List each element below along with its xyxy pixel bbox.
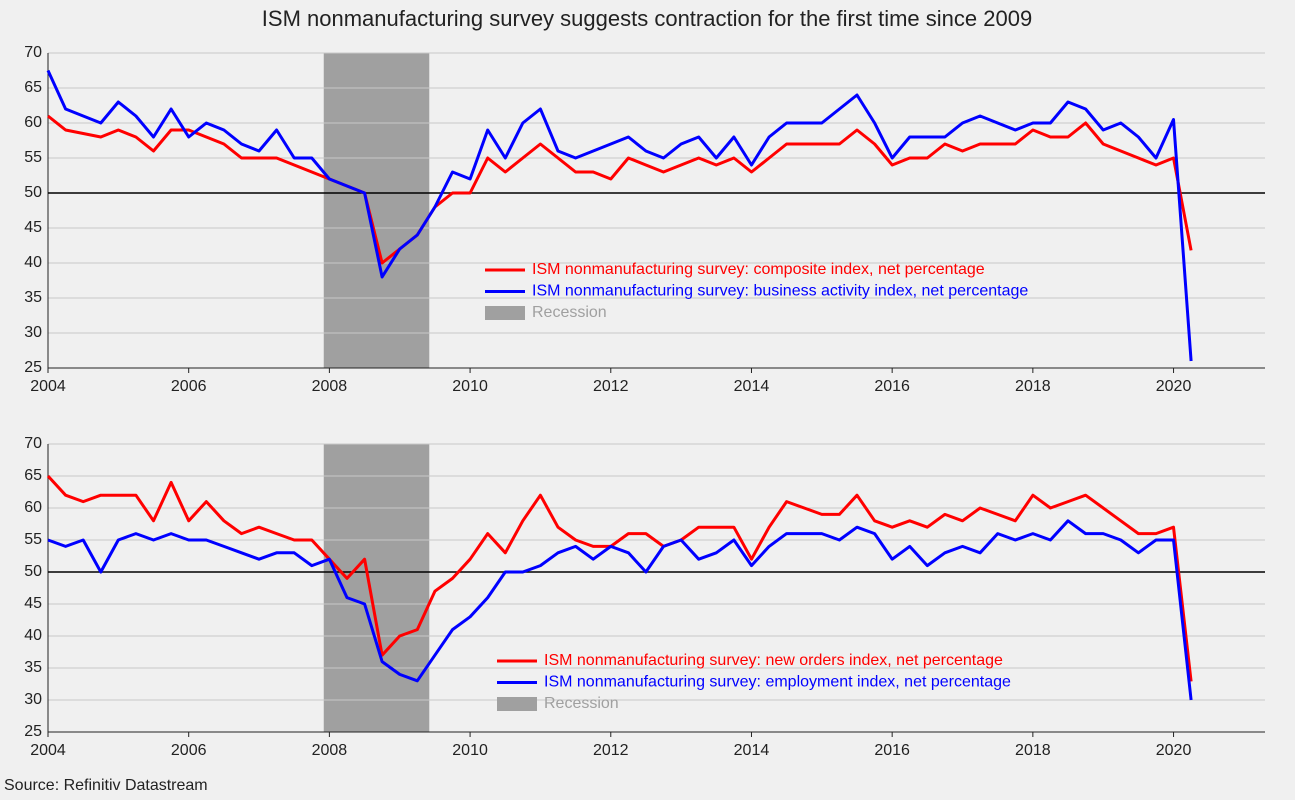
source-note: Source: Refinitiv Datastream: [4, 777, 208, 794]
chart-title: ISM nonmanufacturing survey suggests con…: [262, 6, 1032, 31]
y-tick-label: 30: [24, 691, 42, 708]
legend-swatch: [497, 697, 537, 711]
y-tick-label: 30: [24, 324, 42, 341]
legend-label: ISM nonmanufacturing survey: employment …: [544, 674, 1011, 691]
y-tick-label: 60: [24, 114, 42, 131]
recession-band: [323, 53, 430, 368]
y-tick-label: 70: [24, 44, 42, 61]
series-line: [46, 69, 1193, 362]
legend-swatch: [485, 306, 525, 320]
x-tick-label: 2014: [734, 378, 770, 395]
legend-label: ISM nonmanufacturing survey: new orders …: [544, 652, 1003, 669]
y-tick-label: 40: [24, 627, 42, 644]
y-tick-label: 50: [24, 184, 42, 201]
recession-band: [323, 444, 430, 732]
y-tick-label: 45: [24, 595, 42, 612]
x-tick-label: 2004: [30, 742, 66, 759]
x-tick-label: 2018: [1015, 742, 1051, 759]
series-line: [47, 114, 1193, 265]
legend-label: ISM nonmanufacturing survey: composite i…: [532, 261, 985, 278]
x-tick-label: 2012: [593, 378, 629, 395]
y-tick-label: 40: [24, 254, 42, 271]
y-tick-label: 35: [24, 659, 42, 676]
legend-label: Recession: [532, 304, 607, 321]
legend-label: ISM nonmanufacturing survey: business ac…: [532, 283, 1028, 300]
y-tick-label: 35: [24, 289, 42, 306]
x-tick-label: 2008: [312, 742, 348, 759]
x-tick-label: 2008: [312, 378, 348, 395]
y-tick-label: 45: [24, 219, 42, 236]
y-tick-label: 60: [24, 499, 42, 516]
y-tick-label: 70: [24, 435, 42, 452]
x-tick-label: 2016: [874, 378, 910, 395]
x-tick-label: 2012: [593, 742, 629, 759]
x-tick-label: 2010: [452, 742, 488, 759]
x-tick-label: 2018: [1015, 378, 1051, 395]
legend-label: Recession: [544, 695, 619, 712]
x-tick-label: 2016: [874, 742, 910, 759]
y-tick-label: 55: [24, 531, 42, 548]
y-tick-label: 65: [24, 79, 42, 96]
y-tick-label: 50: [24, 563, 42, 580]
series-line: [47, 519, 1193, 701]
x-tick-label: 2006: [171, 742, 207, 759]
x-tick-label: 2020: [1156, 742, 1192, 759]
y-tick-label: 65: [24, 467, 42, 484]
series-line: [46, 474, 1193, 682]
x-tick-label: 2006: [171, 378, 207, 395]
x-tick-label: 2020: [1156, 378, 1192, 395]
x-tick-label: 2004: [30, 378, 66, 395]
y-tick-label: 25: [24, 723, 42, 740]
x-tick-label: 2010: [452, 378, 488, 395]
y-tick-label: 55: [24, 149, 42, 166]
x-tick-label: 2014: [734, 742, 770, 759]
y-tick-label: 25: [24, 359, 42, 376]
